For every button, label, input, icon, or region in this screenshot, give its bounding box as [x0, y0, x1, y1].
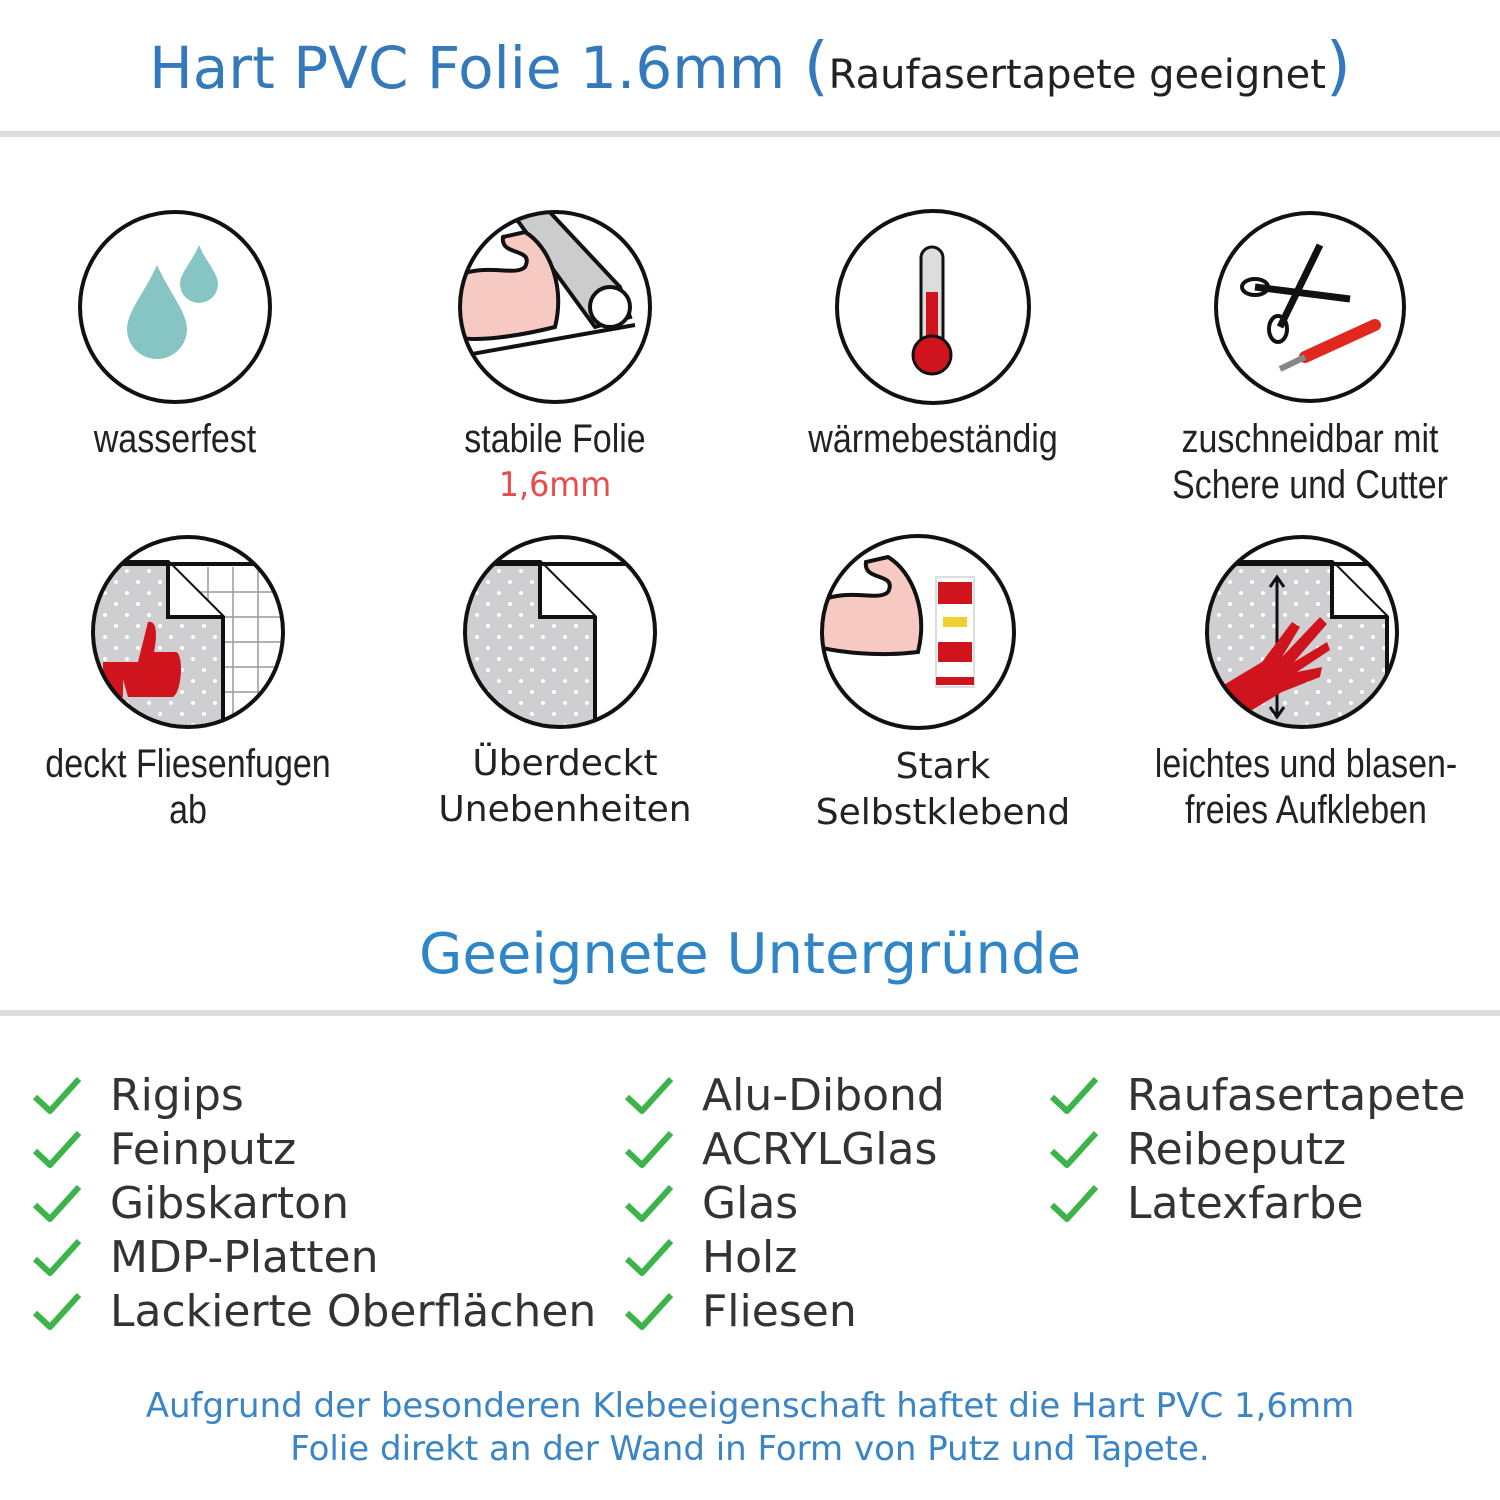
hand-smooth-icon: [1205, 535, 1399, 729]
surface-item: Fliesen: [624, 1284, 945, 1338]
surface-item: MDP-Platten: [32, 1230, 596, 1284]
thermometer-icon: [835, 209, 1031, 405]
surface-item: Latexfarbe: [1049, 1176, 1466, 1230]
check-icon: [624, 1292, 674, 1330]
check-icon: [1049, 1130, 1099, 1168]
feature-label: deckt Fliesenfugen ab: [45, 742, 331, 832]
footer-note: Aufgrund der besonderen Klebeeigenschaft…: [145, 1386, 1355, 1469]
feature-label: Überdeckt Unebenheiten: [438, 743, 692, 830]
surface-label: Latexfarbe: [1127, 1177, 1364, 1229]
feature-label: wärmebeständig: [808, 417, 1058, 461]
feature-label: Stark Selbstklebend: [815, 746, 1071, 833]
surface-label: Feinputz: [110, 1123, 297, 1175]
feature-label: leichtes und blasen- freies Aufkleben: [1154, 742, 1458, 832]
surface-item: Alu-Dibond: [624, 1068, 945, 1122]
surface-label: Gibskarton: [110, 1177, 349, 1229]
surface-item: Rigips: [32, 1068, 596, 1122]
surface-label: ACRYLGlas: [702, 1123, 938, 1175]
surface-label: Reibeputz: [1127, 1123, 1347, 1175]
scissors-cutter-icon: [1214, 211, 1406, 403]
divider: [0, 1010, 1500, 1016]
check-icon: [624, 1184, 674, 1222]
surfaces-column: Rigips Feinputz Gibskarton MDP-Platten Lacki…: [32, 1068, 596, 1338]
surface-label: MDP-Platten: [110, 1231, 379, 1283]
page-title: Hart PVC Folie 1.6mm (Raufasertapete gee…: [149, 30, 1351, 104]
surface-label: Lackierte Oberflächen: [110, 1285, 597, 1337]
surface-item: ACRYLGlas: [624, 1122, 945, 1176]
surface-label: Raufasertapete: [1127, 1069, 1466, 1121]
surfaces-column: Raufasertapete Reibeputz Latexfarbe: [1049, 1068, 1466, 1230]
thumbs-up-tiles-icon: [91, 535, 285, 729]
surface-label: Rigips: [110, 1069, 244, 1121]
water-drops-icon: [78, 210, 272, 404]
muscle-glue-icon: [820, 534, 1016, 730]
check-icon: [1049, 1184, 1099, 1222]
surfaces-column: Alu-Dibond ACRYLGlas Glas Holz Fliesen: [624, 1068, 945, 1338]
surface-item: Holz: [624, 1230, 945, 1284]
feature-label: wasserfest: [93, 417, 257, 461]
feature-label: stabile Folie 1,6mm: [464, 417, 646, 505]
check-icon: [32, 1238, 82, 1276]
surfaces-heading: Geeignete Untergründe: [418, 922, 1082, 987]
surface-item: Reibeputz: [1049, 1122, 1466, 1176]
surface-item: Gibskarton: [32, 1176, 596, 1230]
check-icon: [32, 1076, 82, 1114]
surface-label: Holz: [702, 1231, 798, 1283]
peeled-foil-icon: [463, 535, 657, 729]
muscle-roll-icon: [458, 210, 652, 404]
surface-item: Glas: [624, 1176, 945, 1230]
surface-label: Alu-Dibond: [702, 1069, 945, 1121]
surface-label: Glas: [702, 1177, 799, 1229]
check-icon: [624, 1130, 674, 1168]
check-icon: [624, 1076, 674, 1114]
surface-item: Raufasertapete: [1049, 1068, 1466, 1122]
feature-label: zuschneidbar mit Schere und Cutter: [1172, 417, 1448, 507]
surface-item: Feinputz: [32, 1122, 596, 1176]
check-icon: [32, 1184, 82, 1222]
check-icon: [32, 1292, 82, 1330]
surface-label: Fliesen: [702, 1285, 857, 1337]
check-icon: [624, 1238, 674, 1276]
check-icon: [32, 1130, 82, 1168]
divider: [0, 131, 1500, 137]
check-icon: [1049, 1076, 1099, 1114]
surface-item: Lackierte Oberflächen: [32, 1284, 596, 1338]
